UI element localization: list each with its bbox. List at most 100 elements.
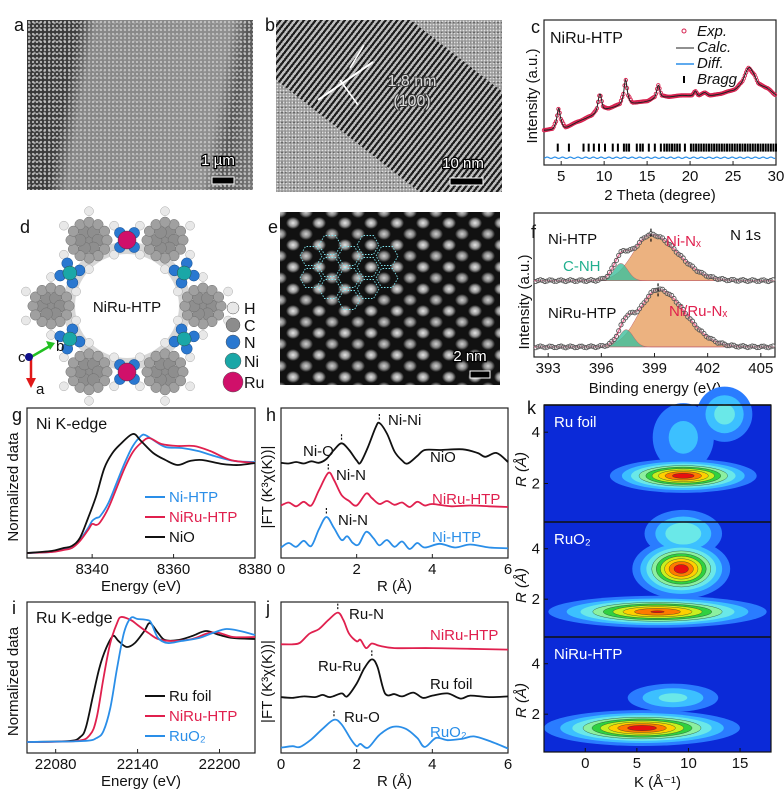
legend-atom-ru-icon [222, 371, 244, 393]
legend-label: Ni-HTP [169, 489, 218, 506]
legend-atom-label: Ru [244, 375, 264, 392]
x-tick-label: 0 [581, 755, 589, 772]
carbon-atom [83, 216, 95, 228]
scale-bar [449, 177, 484, 186]
hexagon-overlay [299, 246, 323, 266]
hexagon-overlay [337, 268, 361, 288]
xps-data-point [636, 306, 642, 312]
legend-atom-n-icon [225, 334, 241, 350]
carbon-atom [159, 348, 171, 360]
ru-ft-exafs-x-tick-label: 6 [504, 756, 512, 773]
exp-data-point [623, 77, 628, 83]
xrd-inset-title: NiRu-HTP [550, 30, 623, 47]
hydrogen-atom [109, 381, 119, 392]
nickel-atom [176, 265, 192, 281]
ru-ft-exafs-x-tick-label: 0 [277, 756, 285, 773]
carbon-atom [177, 366, 189, 378]
xrd-x-tick-label: 5 [557, 168, 565, 185]
hydrogen-atom [135, 220, 145, 231]
carbon-atom [177, 234, 189, 246]
legend-label: Ru foil [169, 688, 212, 705]
y-tick-label: 2 [532, 706, 540, 723]
carbon-atom [143, 375, 155, 387]
stem-image [280, 212, 500, 385]
carbon-atom [175, 357, 187, 369]
calc-line [543, 67, 777, 131]
carbon-atom [27, 300, 39, 312]
y-axis-label: |FT (K³χ(K))| [259, 446, 276, 529]
hydrogen-atom [135, 381, 145, 392]
carbon-atom [213, 291, 225, 303]
hydrogen-atom [135, 352, 145, 363]
ru-ft-exafs-x-tick-label: 2 [352, 756, 360, 773]
carbon-atom [143, 357, 155, 369]
xps-x-tick-label: 396 [589, 360, 614, 377]
xps-data-point [680, 306, 686, 313]
map-contour [658, 693, 688, 703]
hydrogen-atom [135, 249, 145, 260]
peak-annotation: Ni-N [336, 467, 366, 484]
carbon-atom [99, 225, 111, 237]
series-line-ru-foil [280, 658, 509, 700]
xps-data-point [770, 277, 776, 283]
ru-xanes-x-tick-label: 22200 [199, 756, 241, 773]
series-line-nio [26, 433, 256, 554]
axis-b-label: b [56, 338, 64, 355]
axis-c-dot [25, 353, 33, 361]
xps-data-point [634, 243, 640, 249]
x-tick-label: 15 [732, 755, 749, 772]
carbon-atom [179, 300, 191, 312]
k-frame [543, 404, 772, 753]
carbon-atom [181, 291, 193, 303]
hexagon-overlay [356, 235, 380, 255]
carbon-atom [175, 243, 187, 255]
legend-label: Calc. [697, 39, 731, 56]
axis-a-arrowhead [26, 378, 36, 388]
series-label: NiRu-HTP [432, 491, 500, 508]
ni-ft-exafs-x-tick-label: 2 [352, 561, 360, 578]
carbon-atom [143, 225, 155, 237]
legend-atom-label: Ni [244, 354, 259, 371]
y-axis-label: |FT (K³χ(K))| [259, 640, 276, 723]
nickel-atom [62, 331, 78, 347]
carbon-atom [141, 234, 153, 246]
ru-xanes-x-tick-label: 22080 [35, 756, 77, 773]
carbon-atom [67, 225, 79, 237]
ru-ft-exafs-frame [280, 601, 509, 754]
legend-label: NiO [169, 529, 195, 546]
y-axis-label: Normalized data [5, 432, 22, 542]
xps-data-point [680, 255, 686, 261]
map-contour [672, 473, 695, 479]
series-line-niru-htp [280, 471, 509, 508]
carbon-atom [83, 252, 95, 264]
inset-title: Ni K-edge [36, 416, 107, 433]
y-tick-label: 4 [532, 656, 540, 673]
carbon-atom [67, 357, 79, 369]
ru-xanes-frame [26, 601, 256, 754]
legend-atom-h-icon [226, 301, 240, 315]
carbon-atom [67, 243, 79, 255]
xrd-x-tick-label: 30 [768, 168, 784, 185]
xps-data-point [616, 252, 622, 258]
panel-label-i: i [12, 598, 16, 618]
carbon-atom [92, 350, 104, 362]
hydrogen-atom [109, 352, 119, 363]
y-tick-label: 4 [532, 424, 540, 441]
wavelet-map [544, 386, 771, 522]
sem-image [27, 20, 253, 190]
y-axis-label: Intensity (a.u.) [524, 48, 541, 143]
component-label-main: Ni/Ru-Nₓ [669, 303, 727, 320]
hydrogen-atom [84, 338, 94, 348]
panel-label-c: c [531, 17, 540, 37]
axis-c-label: c [18, 349, 26, 366]
peak-annotation: Ru-N [349, 606, 384, 623]
panel-label-a: a [14, 15, 25, 35]
spectrum-label: NiRu-HTP [548, 305, 616, 322]
map-title: RuO₂ [554, 531, 591, 548]
y-axis-label: R (Å) [513, 568, 530, 603]
xps-x-tick-label: 405 [748, 360, 773, 377]
ni-ft-exafs-x-tick-label: 6 [504, 561, 512, 578]
hydrogen-atom [21, 315, 31, 326]
xps-data-point [609, 265, 615, 271]
